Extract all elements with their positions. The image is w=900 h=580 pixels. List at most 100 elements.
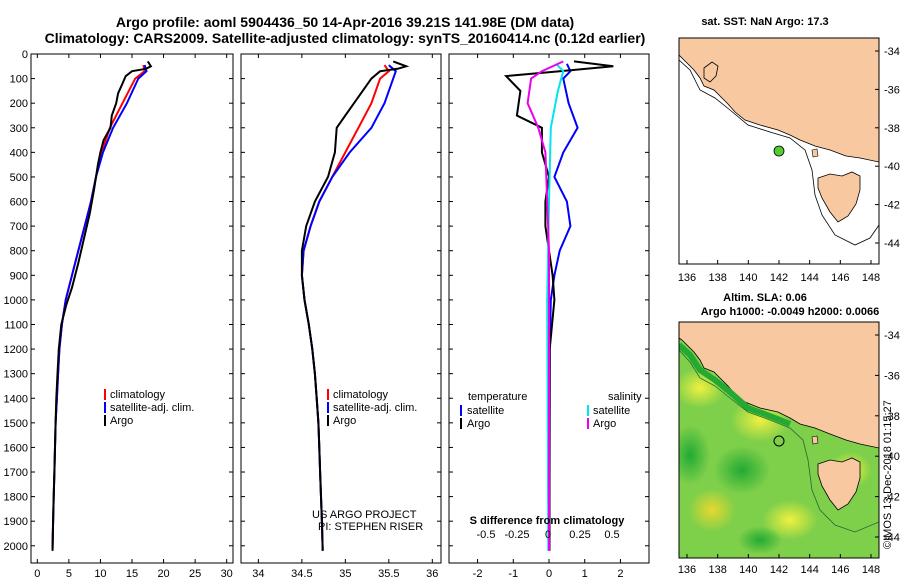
y-tick-label: 1700 xyxy=(4,467,28,479)
sla-map-tasmania xyxy=(817,457,861,511)
map-y-tick-label: -34 xyxy=(884,46,900,58)
map-y-tick-label: -40 xyxy=(884,161,900,173)
sst-map-argo-marker xyxy=(773,145,785,157)
legend-label: satellite xyxy=(593,405,630,417)
map-y-tick-label: -42 xyxy=(884,492,900,504)
x-tick-label: 34 xyxy=(252,568,264,580)
map-x-tick-label: 140 xyxy=(739,564,757,576)
y-tick-label: 1500 xyxy=(4,418,28,430)
map-x-tick-label: 142 xyxy=(770,272,788,284)
y-tick-label: 1900 xyxy=(4,516,28,528)
x-tick-label: 36 xyxy=(426,568,438,580)
y-tick-label: 1300 xyxy=(4,369,28,381)
x-tick-label: 2 xyxy=(617,568,623,580)
map-x-tick-label: 144 xyxy=(800,272,818,284)
credit-line-2: PI: STEPHEN RISER xyxy=(318,521,423,533)
y-tick-label: 1600 xyxy=(4,442,28,454)
x-tick-label: 34.5 xyxy=(291,568,312,580)
x-tick-label: -1 xyxy=(508,568,518,580)
series-line xyxy=(546,63,565,551)
map-y-tick-label: -38 xyxy=(884,411,900,423)
sla-map-argo-marker xyxy=(773,435,785,447)
x-tick-label: 1 xyxy=(582,568,588,580)
secondary-tick-label: -0.5 xyxy=(477,529,496,541)
timestamp: ©IMOS 13-Dec-2018 01:15:27 xyxy=(882,400,894,549)
x-tick-label: -2 xyxy=(473,568,483,580)
plot-frame xyxy=(240,53,442,564)
series-line xyxy=(300,60,410,551)
sla-blob xyxy=(714,446,770,494)
map-x-tick-label: 144 xyxy=(800,564,818,576)
secondary-tick-label: 0.25 xyxy=(569,529,590,541)
sla-map-title-2: Argo h1000: -0.0049 h2000: 0.0066 xyxy=(701,306,880,318)
y-tick-label: 800 xyxy=(10,246,28,258)
series-line xyxy=(51,60,153,551)
map-x-tick-label: 136 xyxy=(678,272,696,284)
y-tick-label: 300 xyxy=(10,123,28,135)
y-tick-label: 400 xyxy=(10,147,28,159)
y-tick-label: 200 xyxy=(10,98,28,110)
series-group xyxy=(51,60,153,551)
x-tick-label: 30 xyxy=(221,568,233,580)
map-y-tick-label: -36 xyxy=(884,370,900,382)
y-tick-label: 0 xyxy=(22,49,28,61)
legend-label: satellite-adj. clim. xyxy=(333,402,417,414)
sla-map-title-1: Altim. SLA: 0.06 xyxy=(723,292,807,304)
map-y-tick-label: -44 xyxy=(884,238,900,250)
sla-blob xyxy=(688,488,736,532)
legend-label: Argo xyxy=(593,418,616,430)
legend-label: Argo xyxy=(110,415,133,427)
series-line xyxy=(548,63,579,551)
sla-map-shelf-edge xyxy=(679,349,879,533)
series-line xyxy=(300,64,391,551)
sla-blob xyxy=(738,526,782,554)
secondary-axis-label: S difference from climatology xyxy=(470,515,626,527)
x-tick-label: 10 xyxy=(94,568,106,580)
x-tick-label: 20 xyxy=(157,568,169,580)
salinity-panel: 3434.53535.536salinityclimatologysatelli… xyxy=(240,53,442,580)
x-tick-label: 25 xyxy=(189,568,201,580)
map-x-tick-label: 146 xyxy=(831,564,849,576)
sst-map-king-island xyxy=(811,148,819,158)
x-tick-label: 0 xyxy=(546,568,552,580)
x-tick-label: 0 xyxy=(34,568,40,580)
y-tick-label: 1000 xyxy=(4,295,28,307)
sst-map-shelf-edge xyxy=(679,59,879,246)
map-x-tick-label: 140 xyxy=(739,272,757,284)
map-x-tick-label: 146 xyxy=(831,272,849,284)
legend-label: climatology xyxy=(110,389,166,401)
sst-map-gulf-coast xyxy=(703,61,719,83)
series-line xyxy=(503,60,614,551)
temperature-panel: 0100200300400500600700800900100011001200… xyxy=(4,49,234,580)
legend-label: satellite-adj. clim. xyxy=(110,402,194,414)
map-y-tick-label: -40 xyxy=(884,451,900,463)
title-line-2: Climatology: CARS2009. Satellite-adjuste… xyxy=(45,30,646,46)
x-tick-label: 35.5 xyxy=(378,568,399,580)
credit-line-1: US ARGO PROJECT xyxy=(312,509,417,521)
sla-map-panel: Altim. SLA: 0.06 Argo h1000: -0.0049 h20… xyxy=(678,292,900,576)
x-tick-label: 5 xyxy=(66,568,72,580)
sla-blob xyxy=(762,500,818,540)
series-line xyxy=(526,60,564,551)
y-tick-label: 2000 xyxy=(4,541,28,553)
series-line xyxy=(300,64,397,551)
legend-label: Argo xyxy=(333,415,356,427)
map-x-tick-label: 138 xyxy=(708,272,726,284)
sst-map-panel: sat. SST: NaN Argo: 17.3 136 138 140 142 144… xyxy=(678,16,900,284)
y-tick-label: 1200 xyxy=(4,344,28,356)
map-y-tick-label: -42 xyxy=(884,200,900,212)
legend-title-salinity: salinity xyxy=(608,391,642,403)
y-tick-label: 1800 xyxy=(4,492,28,504)
legend-label: climatology xyxy=(333,389,389,401)
series-line xyxy=(51,64,148,551)
y-tick-label: 600 xyxy=(10,197,28,209)
legend-title-temperature: temperature xyxy=(468,391,527,403)
legend-label: Argo xyxy=(467,418,490,430)
x-tick-label: 35 xyxy=(339,568,351,580)
legend-label: satellite xyxy=(467,405,504,417)
title-line-1: Argo profile: aoml 5904436_50 14-Apr-201… xyxy=(116,14,574,30)
map-y-tick-label: -36 xyxy=(884,84,900,96)
secondary-tick-label: 0.5 xyxy=(604,529,619,541)
y-tick-label: 900 xyxy=(10,270,28,282)
